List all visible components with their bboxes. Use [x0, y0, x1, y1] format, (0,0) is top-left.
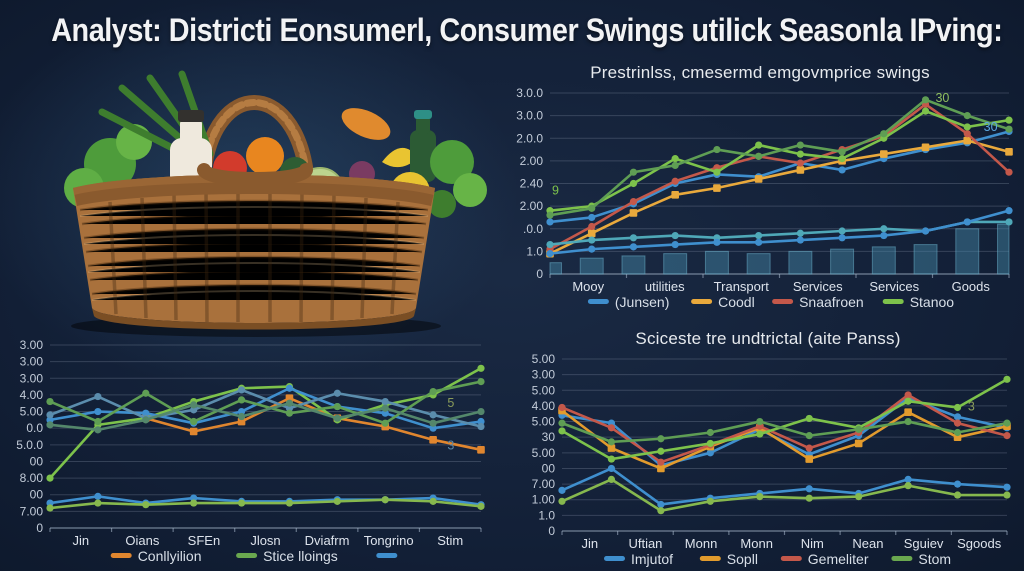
svg-text:5.00: 5.00: [532, 352, 556, 366]
page-title: Analyst: Districti Eonsumerl, Consumer S…: [51, 12, 1003, 48]
svg-text:3: 3: [447, 438, 454, 452]
svg-text:Goods: Goods: [952, 279, 991, 294]
grocery-basket-image: [18, 52, 490, 338]
svg-text:Stim: Stim: [437, 533, 463, 548]
svg-text:3.0.0: 3.0.0: [516, 109, 543, 123]
svg-text:1.0: 1.0: [526, 244, 543, 258]
svg-text:5.00: 5.00: [532, 446, 556, 460]
chart-price-swings-plot: 3.0.0 3.0.0 2.0.0 2.00 2.40 2.00 .0.0 1.0 0 Mooy u…: [516, 86, 1013, 310]
svg-text:3: 3: [968, 400, 975, 414]
svg-text:8.00: 8.00: [20, 471, 44, 485]
svg-text:5.0.0: 5.0.0: [16, 438, 43, 452]
svg-text:Services: Services: [869, 279, 919, 294]
chart-seasonal-panss: Sciceste tre undtrictal (aite Panss) 5.0…: [516, 328, 1020, 571]
svg-text:Jin: Jin: [72, 533, 89, 548]
svg-text:Jlosn: Jlosn: [250, 533, 280, 548]
svg-text:2.00: 2.00: [520, 154, 544, 168]
svg-text:Uftian: Uftian: [628, 536, 662, 551]
svg-text:0: 0: [548, 524, 555, 538]
svg-text:Stice lloings: Stice lloings: [263, 548, 338, 564]
svg-text:00: 00: [542, 461, 556, 475]
svg-text:5: 5: [447, 396, 454, 410]
svg-text:Dviafrm: Dviafrm: [305, 533, 350, 548]
svg-text:Jin: Jin: [582, 536, 599, 551]
svg-text:9: 9: [552, 183, 559, 197]
basket-body: [73, 174, 435, 330]
chart-monthly-mix-plot: 3.00 3.00 3.00 4.00 5.00 0.0 5.0.0 00 8.00 00 7.00…: [16, 338, 485, 564]
svg-text:5.00: 5.00: [20, 405, 44, 419]
svg-text:SFEn: SFEn: [188, 533, 221, 548]
lettuce-left: [64, 124, 152, 229]
svg-text:Nim: Nim: [801, 536, 824, 551]
svg-text:Stom: Stom: [918, 551, 951, 567]
svg-text:2.00: 2.00: [520, 199, 544, 213]
svg-text:Snaafroen: Snaafroen: [799, 294, 864, 310]
svg-text:Nean: Nean: [852, 536, 883, 551]
svg-text:Monn: Monn: [740, 536, 773, 551]
svg-text:Sopll: Sopll: [727, 551, 758, 567]
banana: [382, 147, 418, 168]
svg-text:30: 30: [935, 91, 949, 105]
chart-seasonal-panss-plot: 5.003.005.004.005.00305.00007.001.001.00…: [532, 352, 1011, 567]
svg-text:2.40: 2.40: [520, 177, 544, 191]
svg-text:3.00: 3.00: [532, 368, 556, 382]
svg-text:1.00: 1.00: [532, 493, 556, 507]
svg-text:.0.0: .0.0: [523, 222, 543, 236]
svg-text:3.0.0: 3.0.0: [516, 86, 543, 100]
svg-text:Coodl: Coodl: [718, 294, 755, 310]
svg-text:3.00: 3.00: [20, 371, 44, 385]
chart-seasonal-panss-title: Sciceste tre undtrictal (aite Panss): [635, 329, 901, 348]
svg-text:30: 30: [984, 120, 998, 134]
svg-text:2.0.0: 2.0.0: [516, 131, 543, 145]
svg-text:Monn: Monn: [685, 536, 718, 551]
svg-text:Transport: Transport: [714, 279, 770, 294]
svg-text:4.00: 4.00: [20, 388, 44, 402]
svg-text:utilities: utilities: [645, 279, 685, 294]
chart-price-swings: Prestrinlss, cmesermd emgovmprice swings…: [498, 62, 1022, 314]
svg-text:Oians: Oians: [125, 533, 159, 548]
svg-text:0: 0: [536, 267, 543, 281]
svg-text:5.00: 5.00: [532, 383, 556, 397]
lettuce-right: [428, 140, 487, 218]
svg-text:1.0: 1.0: [538, 508, 555, 522]
svg-text:3.00: 3.00: [20, 355, 44, 369]
svg-text:30: 30: [542, 430, 556, 444]
svg-text:00: 00: [30, 488, 44, 502]
svg-text:00: 00: [30, 454, 44, 468]
svg-text:5.00: 5.00: [532, 415, 556, 429]
svg-text:Gemeliter: Gemeliter: [808, 551, 869, 567]
chart-price-swings-title: Prestrinlss, cmesermd emgovmprice swings: [590, 63, 930, 82]
svg-text:Sguiev: Sguiev: [904, 536, 944, 551]
svg-text:Imjutof: Imjutof: [631, 551, 673, 567]
svg-text:Tongrino: Tongrino: [364, 533, 414, 548]
svg-text:Sgoods: Sgoods: [957, 536, 1002, 551]
svg-text:7.00: 7.00: [20, 504, 44, 518]
carrot: [341, 108, 391, 140]
svg-text:0: 0: [36, 521, 43, 535]
svg-text:7.00: 7.00: [532, 477, 556, 491]
svg-text:Stanoo: Stanoo: [910, 294, 955, 310]
svg-text:4.00: 4.00: [532, 399, 556, 413]
svg-text:0.0: 0.0: [26, 421, 43, 435]
svg-text:Conllyilion: Conllyilion: [138, 548, 202, 564]
chart-monthly-mix: 3.00 3.00 3.00 4.00 5.00 0.0 5.0.0 00 8.00 00 7.00…: [4, 338, 494, 568]
svg-text:Services: Services: [793, 279, 843, 294]
orange-pepper: [246, 137, 284, 175]
green-bottle: [410, 110, 436, 182]
svg-text:3.00: 3.00: [20, 338, 44, 352]
svg-text:(Junsen): (Junsen): [615, 294, 669, 310]
svg-text:Mooy: Mooy: [572, 279, 604, 294]
grocery-basket-illustration: [64, 70, 487, 337]
